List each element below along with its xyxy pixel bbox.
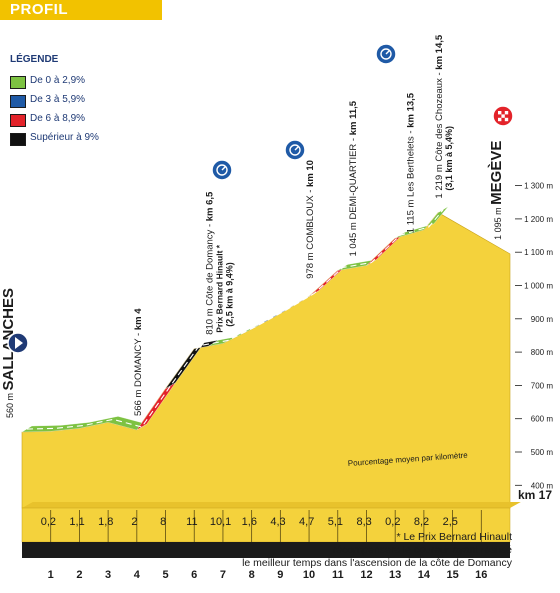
finish-icon-check	[498, 117, 502, 122]
gradient-value-label: 2	[131, 516, 137, 528]
place-annotation: 978 m COMBLOUX - km 10	[305, 160, 316, 279]
gradient-value-label: 0,2	[385, 516, 400, 528]
gradient-value-label: 2,5	[443, 516, 458, 528]
finish-km-label: km 17	[518, 488, 552, 502]
km-tick-label: 10	[303, 569, 315, 581]
y-tick-label: 700 m	[531, 381, 554, 390]
legend-label: Supérieur à 9%	[30, 132, 99, 143]
gradient-value-label: 8,3	[356, 516, 371, 528]
place-annotation-text: 1 045 m DEMI-QUARTIER - km 11,5	[348, 100, 359, 256]
km-tick-label: 1	[48, 569, 54, 581]
gradient-value-label: 8	[160, 516, 166, 528]
gradient-value-label: 8,2	[414, 516, 429, 528]
gradient-value-label: 0,2	[41, 516, 56, 528]
climb-icon-hand	[385, 50, 390, 55]
place-annotation-text: 978 m COMBLOUX - km 10	[305, 160, 316, 279]
km-tick-label: 3	[105, 569, 111, 581]
gradient-value-label: 10,1	[210, 516, 231, 528]
climb-icon-ring	[380, 48, 392, 60]
legend-label: De 6 à 8,9%	[30, 113, 86, 124]
gradient-value-label: 4,7	[299, 516, 314, 528]
place-annotation-sub: (2,5 km à 9,4%)	[225, 262, 235, 327]
y-tick-label: 500 m	[531, 448, 554, 457]
page-title: PROFIL PARTICULIER	[10, 1, 116, 35]
legend-swatch	[10, 133, 26, 146]
title-bar: PROFIL PARTICULIER	[0, 0, 162, 35]
climb-icon-hand	[294, 146, 299, 151]
band-dash-line	[26, 209, 444, 430]
finish-icon-check	[501, 114, 505, 118]
legend-label: De 0 à 2,9%	[30, 75, 86, 86]
km-tick-label: 12	[360, 569, 372, 581]
climb-icon-ring	[216, 164, 228, 176]
km-tick-label: 4	[134, 569, 141, 581]
footnote-line: le meilleur temps dans l'ascension de la…	[242, 557, 512, 569]
gradient-value-label: 1,8	[98, 516, 113, 528]
gradient-value-label: 5,1	[328, 516, 343, 528]
ground-front	[21, 507, 511, 543]
finish-icon-check	[504, 111, 509, 115]
gradient-value-label: 4,3	[270, 516, 285, 528]
legend-swatch	[10, 114, 26, 127]
place-annotation-text: 1 095 m MEGÈVE	[488, 141, 505, 240]
km-tick-label: 16	[475, 569, 487, 581]
place-annotation-text: 566 m DOMANCY - km 4	[133, 308, 144, 416]
gradient-value-label: 11	[186, 516, 197, 528]
profile-area	[21, 212, 511, 509]
km-tick-label: 7	[220, 569, 226, 581]
start-icon-arrow	[15, 337, 23, 349]
legend-swatch	[10, 95, 26, 108]
finish-icon-check	[504, 117, 509, 122]
place-annotation: 566 m DOMANCY - km 4	[133, 308, 144, 416]
km-tick-label: 9	[277, 569, 283, 581]
y-tick-label: 800 m	[531, 348, 554, 357]
km-tick-label: 6	[191, 569, 197, 581]
legend-swatch	[10, 76, 26, 89]
place-annotation: 1 219 m Côte des Chozeaux - km 14,5(3,1 …	[434, 34, 454, 198]
km-tick-label: 8	[249, 569, 255, 581]
y-tick-label: 400 m	[531, 481, 554, 490]
place-annotation: 1 095 m MEGÈVE	[488, 141, 505, 240]
km-tick-label: 15	[446, 569, 458, 581]
finish-icon-check	[498, 111, 502, 115]
place-annotation-sub: (3,1 km à 5,4%)	[444, 126, 454, 191]
legend-label: De 3 à 5,9%	[30, 94, 86, 105]
footnote-line: * Le Prix Bernard Hinault	[396, 531, 512, 543]
y-tick-label: 1 100 m	[524, 248, 553, 257]
legend-title: LÉGENDE	[10, 54, 59, 65]
place-annotation-sub: Prix Bernard Hinault *	[215, 244, 225, 333]
y-tick-label: 1 200 m	[524, 215, 553, 224]
km-tick-label: 14	[418, 569, 431, 581]
place-annotation-text: 1 115 m Les Berthelets - km 13,5	[406, 92, 417, 233]
footnote: * Le Prix Bernard Hinault récompensera l…	[212, 531, 512, 570]
km-tick-label: 5	[162, 569, 168, 581]
footnote-line: récompensera le coureur ayant réalisé	[332, 544, 512, 556]
place-annotation: 1 115 m Les Berthelets - km 13,5	[406, 92, 417, 233]
y-tick-label: 1 300 m	[524, 182, 553, 191]
place-annotation-text: 1 219 m Côte des Chozeaux - km 14,5	[434, 34, 445, 198]
gradient-value-label: 1,1	[69, 516, 84, 528]
place-annotation: 1 045 m DEMI-QUARTIER - km 11,5	[348, 100, 359, 256]
y-tick-label: 1 000 m	[524, 282, 553, 291]
climb-icon-ring	[289, 144, 301, 156]
km-label-band	[22, 558, 510, 582]
place-annotation-text: 810 m Côte de Domancy - km 6,5	[205, 191, 216, 335]
km-tick-label: 13	[389, 569, 401, 581]
km-tick-label: 2	[76, 569, 82, 581]
climb-icon-hand	[221, 166, 226, 171]
km-tick-label: 11	[332, 569, 344, 581]
ground-top	[22, 502, 521, 508]
gradient-value-label: 1,6	[242, 516, 257, 528]
y-tick-label: 900 m	[531, 315, 554, 324]
y-tick-label: 600 m	[531, 415, 554, 424]
km-base-strip	[22, 542, 510, 558]
